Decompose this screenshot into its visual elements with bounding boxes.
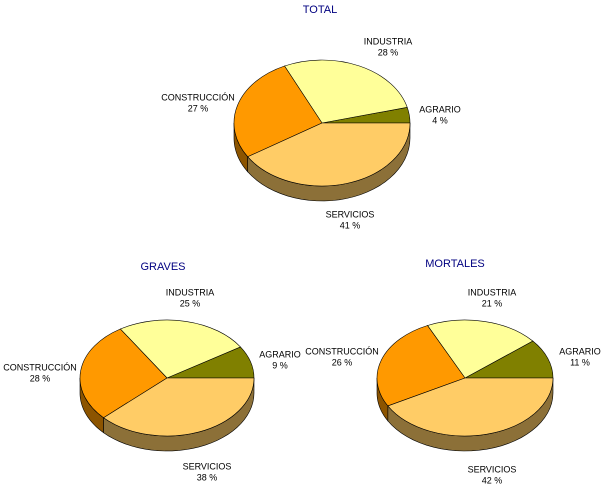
value-label: 26 % [332,357,353,367]
slice-label: AGRARIO [559,346,601,356]
pie-slice [233,65,323,158]
chart-title: GRAVES [140,261,185,273]
chart-title: MORTALES [425,258,485,270]
pie-slice [284,59,408,124]
value-label: 11 % [570,357,590,367]
value-label: 28 % [30,373,51,383]
slice-label: INDUSTRIA [364,36,413,46]
chart-title: TOTAL [303,4,337,16]
value-label: 38 % [197,472,218,482]
slice-label: AGRARIO [259,349,301,359]
value-label: 21 % [482,298,503,308]
slice-label: INDUSTRIA [468,287,517,297]
slice-label: CONSTRUCCIÓN [3,362,77,372]
value-label: 42 % [482,475,503,485]
pie-slice [247,122,411,187]
value-label: 41 % [340,220,361,230]
value-label: 28 % [378,47,399,57]
pie-slice [119,319,241,379]
value-label: 4 % [432,115,448,125]
slice-label: SERVICIOS [468,464,517,474]
value-label: 25 % [180,298,201,308]
slice-label: CONSTRUCCIÓN [305,346,379,356]
pie-slice [427,319,534,379]
slice-label: AGRARIO [419,104,461,114]
value-label: 9 % [272,360,288,370]
pie-slice [79,328,168,419]
slice-label: INDUSTRIA [166,287,215,297]
value-label: 27 % [188,103,209,113]
slice-label: CONSTRUCCIÓN [161,92,235,102]
slice-label: SERVICIOS [326,209,375,219]
pie-slice [387,377,554,437]
pie-slice [103,377,255,437]
slice-label: SERVICIOS [183,461,232,471]
